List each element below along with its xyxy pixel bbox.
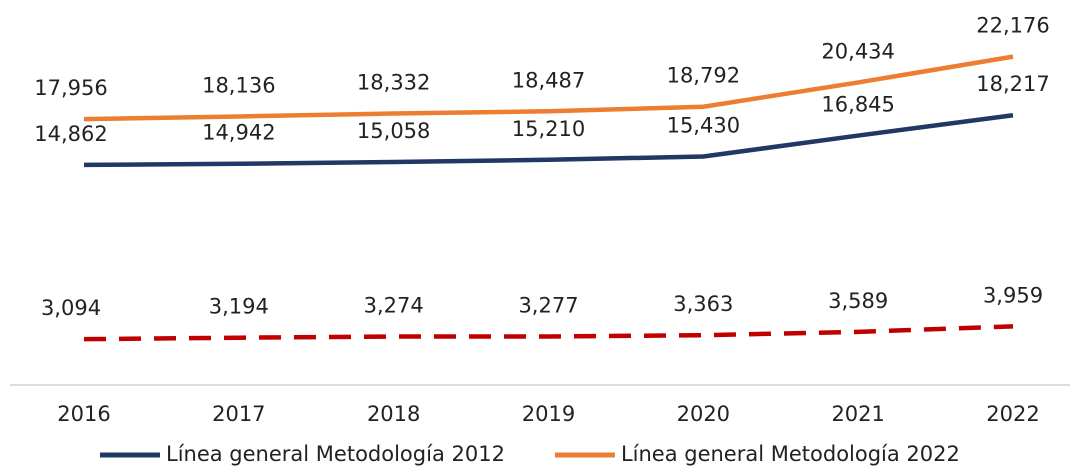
line-series — [83, 324, 1014, 342]
data-label: 3,094 — [41, 296, 101, 320]
data-label: 15,058 — [357, 119, 430, 143]
data-label: 16,845 — [821, 93, 894, 117]
data-label: 20,434 — [821, 39, 894, 63]
data-label: 3,277 — [518, 293, 578, 317]
line-series — [83, 113, 1014, 168]
data-label: 18,332 — [357, 71, 430, 95]
data-label: 17,956 — [34, 76, 107, 100]
data-label: 14,942 — [202, 121, 275, 145]
data-label: 18,136 — [202, 73, 275, 97]
x-tick-label: 2022 — [986, 402, 1039, 426]
legend-label: Línea general Metodología 2022 — [621, 442, 960, 466]
data-label: 3,959 — [983, 283, 1043, 307]
data-label: 15,430 — [667, 114, 740, 138]
line-series — [83, 54, 1014, 122]
data-label: 22,176 — [976, 14, 1049, 38]
data-label: 3,589 — [828, 289, 888, 313]
data-label: 15,210 — [512, 117, 585, 141]
x-tick-label: 2020 — [677, 402, 730, 426]
x-tick-label: 2021 — [831, 402, 884, 426]
legend-label: Línea general Metodología 2012 — [166, 442, 505, 466]
data-label: 14,862 — [34, 122, 107, 146]
data-label: 3,194 — [209, 295, 269, 319]
x-tick-label: 2018 — [367, 402, 420, 426]
x-tick-label: 2019 — [522, 402, 575, 426]
data-label: 18,792 — [667, 64, 740, 88]
data-label: 18,487 — [512, 68, 585, 92]
data-label: 3,274 — [364, 294, 424, 318]
x-tick-label: 2017 — [212, 402, 265, 426]
x-tick-label: 2016 — [57, 402, 110, 426]
data-label: 3,363 — [673, 292, 733, 316]
data-label: 18,217 — [976, 72, 1049, 96]
